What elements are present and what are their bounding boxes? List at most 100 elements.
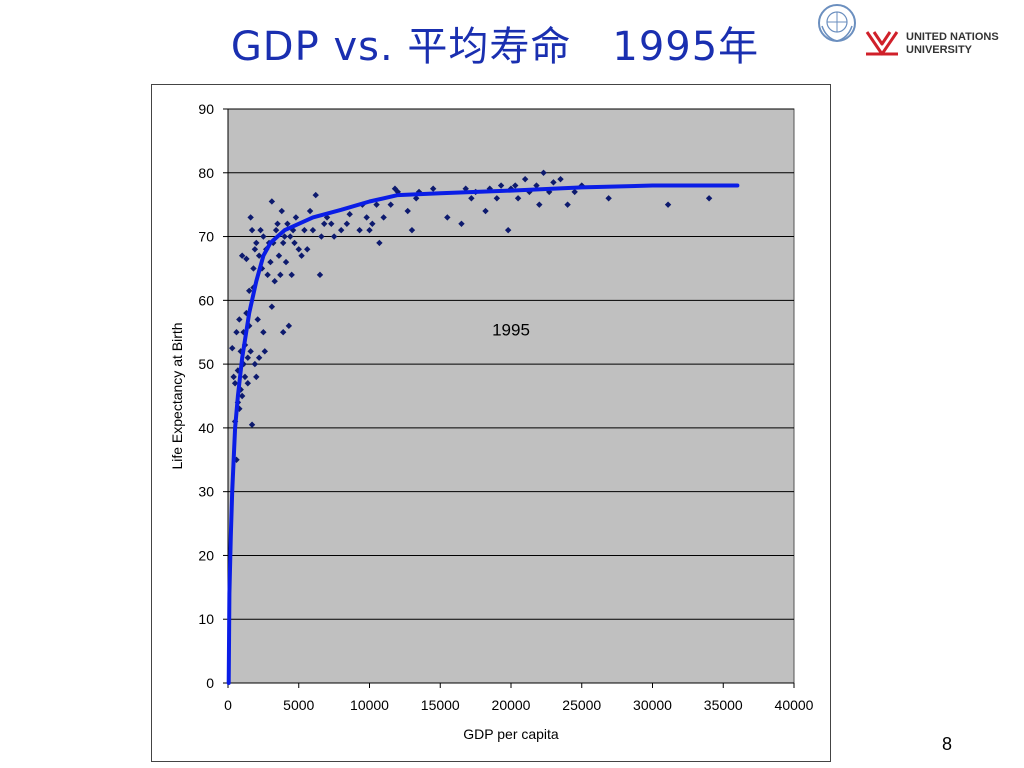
data-point — [521, 175, 529, 183]
life-expectancy-scatter-chart: 0 10 20 30 40 50 60 70 80 90 0 5000 10000 15000 20000 2… — [169, 101, 814, 742]
data-point — [458, 220, 465, 227]
data-point — [356, 226, 363, 234]
data-point — [664, 201, 672, 208]
data-point — [338, 226, 345, 234]
data-point — [248, 226, 256, 234]
data-point — [408, 226, 416, 234]
data-point — [253, 373, 260, 381]
data-point — [512, 182, 519, 189]
data-point — [497, 182, 505, 189]
tick-label-y: 70 — [198, 229, 214, 245]
data-point — [533, 182, 540, 189]
tick-label-y: 30 — [198, 484, 214, 500]
unu-wordmark: UNITED NATIONS UNIVERSITY — [906, 31, 999, 57]
tick-label-y: 20 — [198, 547, 214, 563]
data-point — [309, 226, 317, 234]
data-point — [233, 329, 240, 336]
data-point — [605, 195, 612, 202]
trend-line — [226, 183, 740, 685]
x-axis-label: GDP per capita — [463, 726, 559, 742]
data-point — [404, 207, 411, 215]
data-point — [257, 226, 264, 234]
tick-label-x: 30000 — [633, 697, 672, 713]
data-point — [251, 360, 259, 368]
data-point — [287, 233, 294, 240]
data-point — [255, 354, 263, 361]
data-point — [250, 265, 257, 272]
data-point — [304, 246, 311, 253]
data-point — [274, 220, 281, 227]
page-number: 8 — [942, 734, 953, 754]
slide-title: GDP vs. 平均寿命 1995年 — [230, 24, 760, 70]
data-point — [241, 373, 249, 381]
data-point — [468, 195, 475, 202]
chart-annotation: 1995 — [492, 320, 530, 339]
data-point — [275, 252, 283, 259]
data-point — [281, 233, 288, 240]
data-point — [346, 211, 353, 218]
tick-label-x: 40000 — [775, 697, 814, 713]
data-point — [380, 214, 387, 221]
chart-frame: 0 10 20 30 40 50 60 70 80 90 0 5000 10000 15000 20000 2… — [151, 84, 831, 762]
data-point — [564, 201, 571, 208]
tick-label-y: 40 — [198, 420, 214, 436]
data-point — [267, 258, 274, 266]
data-point — [295, 246, 302, 253]
data-point — [493, 195, 501, 202]
tick-label-y: 60 — [198, 292, 214, 308]
data-point — [261, 348, 268, 355]
data-point — [238, 392, 246, 400]
data-point — [373, 201, 380, 208]
y-axis-label: Life Expectancy at Birth — [169, 322, 185, 469]
data-point — [504, 226, 512, 234]
data-point — [301, 226, 308, 234]
data-point — [236, 405, 243, 412]
data-point — [229, 344, 236, 352]
tick-label-x: 0 — [224, 697, 232, 713]
data-point — [238, 252, 246, 259]
data-point — [444, 214, 451, 221]
data-point — [246, 287, 253, 294]
data-point — [366, 226, 373, 234]
data-point — [253, 239, 260, 247]
plot-area — [227, 108, 795, 684]
data-point — [328, 220, 335, 227]
unu-logo: UNITED NATIONS UNIVERSITY — [862, 22, 1022, 66]
unu-line1: UNITED NATIONS — [906, 31, 999, 43]
data-point — [244, 354, 252, 361]
tick-label-x: 5000 — [283, 697, 314, 713]
data-point — [264, 271, 271, 279]
data-point — [272, 226, 280, 234]
data-point — [244, 380, 252, 387]
data-point — [363, 214, 370, 221]
data-point — [557, 175, 564, 183]
tick-label-y: 10 — [198, 611, 214, 627]
tick-label-y: 0 — [206, 675, 214, 691]
data-point — [236, 316, 243, 323]
tick-label-x: 20000 — [492, 697, 531, 713]
tick-label-y: 50 — [198, 356, 214, 372]
unu-line2: UNIVERSITY — [906, 44, 973, 56]
data-point — [282, 258, 290, 266]
data-point — [260, 329, 267, 336]
data-point — [271, 278, 278, 285]
data-point — [429, 185, 437, 192]
data-point — [268, 303, 276, 310]
data-point — [316, 271, 324, 279]
data-point — [298, 252, 305, 259]
data-point — [330, 233, 338, 240]
un-emblem-icon — [818, 4, 856, 42]
tick-label-y: 80 — [198, 165, 214, 181]
tick-label-x: 10000 — [350, 697, 389, 713]
data-point — [279, 239, 287, 247]
data-point — [260, 233, 267, 240]
data-point — [278, 207, 285, 215]
data-point — [279, 329, 287, 336]
data-point — [376, 239, 383, 247]
data-point — [268, 198, 276, 205]
data-point — [254, 316, 261, 323]
data-point — [243, 255, 250, 263]
data-point — [292, 214, 300, 221]
data-point — [288, 271, 295, 279]
unu-mark-icon — [865, 31, 899, 56]
